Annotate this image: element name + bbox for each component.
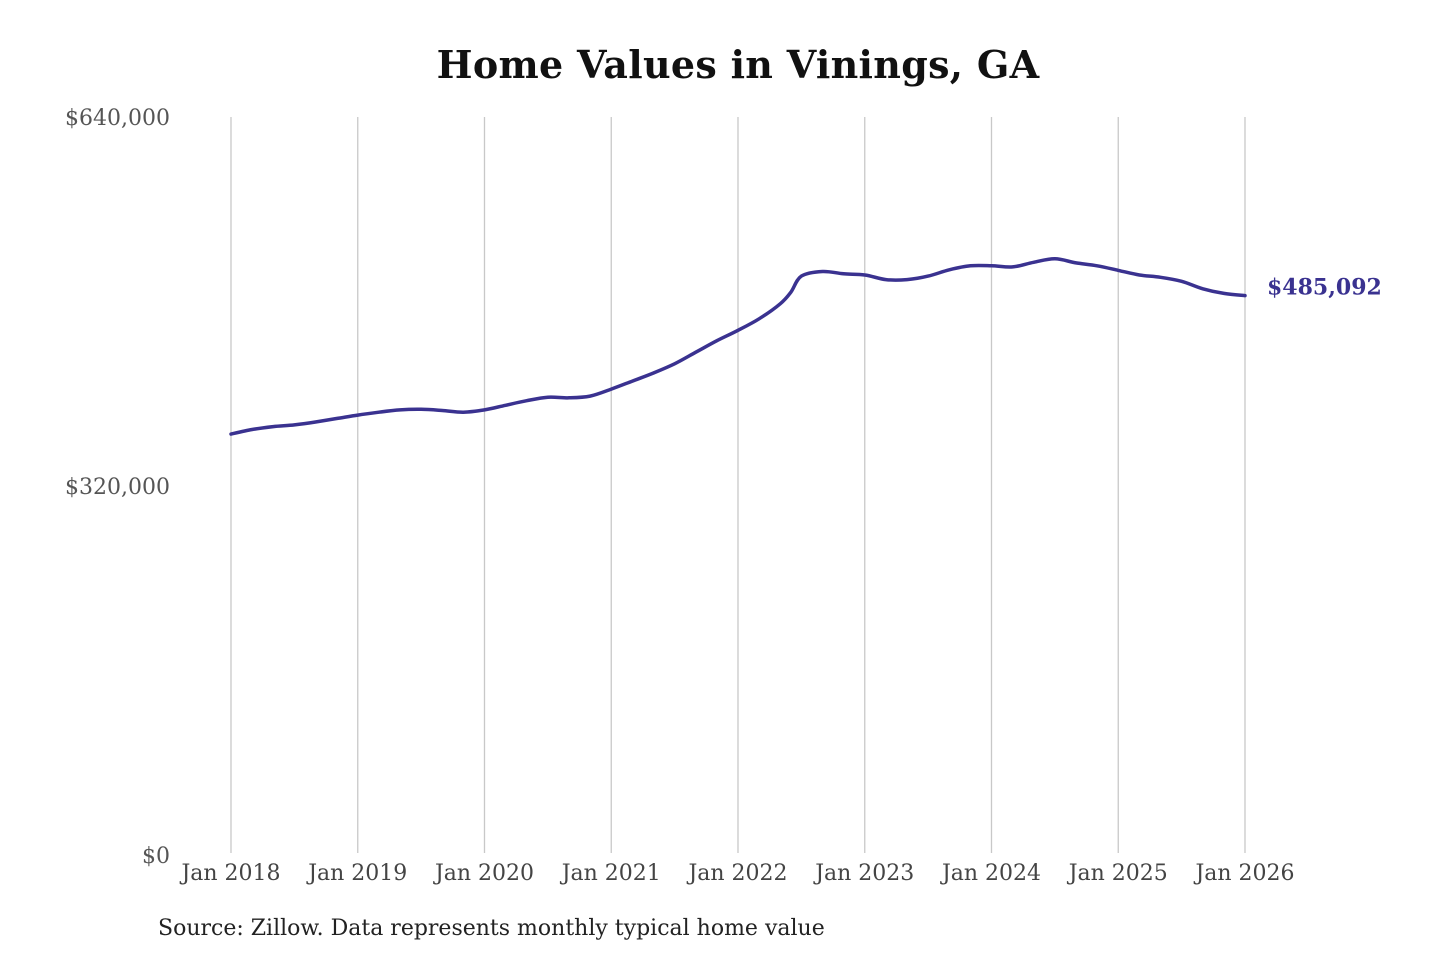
end-value-labels: $485,092 [1267,275,1382,301]
x-tick-label: Jan 2023 [813,861,914,886]
x-tick-label: Jan 2020 [433,861,534,886]
x-tick-label: Jan 2018 [179,861,280,886]
y-axis-tick-labels: $0 $320,000 $640,000 [65,106,170,869]
series-line-0 [229,257,1247,436]
x-tick-label: Jan 2026 [1193,861,1294,886]
x-tick-label: Jan 2022 [686,861,787,886]
source-note: Source: Zillow. Data represents monthly … [158,916,825,941]
y-tick-label: $0 [142,844,170,869]
x-tick-label: Jan 2025 [1067,861,1168,886]
x-tick-label: Jan 2021 [560,861,661,886]
chart-title: Home Values in Vinings, GA [436,42,1040,87]
y-tick-label: $640,000 [65,106,170,131]
y-tick-label: $320,000 [65,475,170,500]
x-tick-label: Jan 2019 [306,861,407,886]
x-tick-label: Jan 2024 [940,861,1041,886]
vertical-gridlines [230,117,1246,853]
x-axis-tick-labels: Jan 2018 Jan 2019 Jan 2020 Jan 2021 Jan 2022… [179,861,1294,886]
end-value-label: $485,092 [1267,275,1382,301]
series-lines [229,257,1247,436]
